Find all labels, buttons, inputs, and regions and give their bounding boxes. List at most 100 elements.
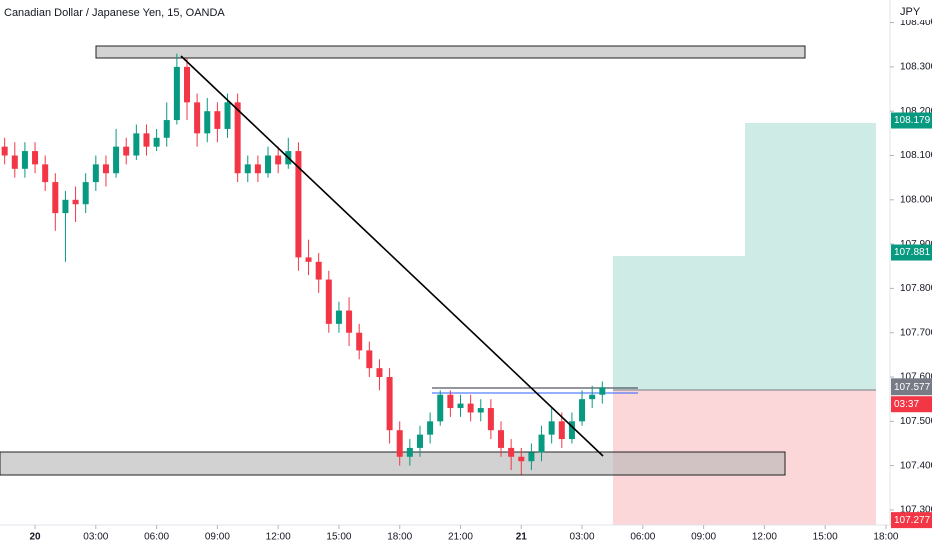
candle-body: [305, 257, 312, 262]
y-tick-label: 107.800: [900, 283, 932, 294]
y-tick-label: 108.100: [900, 150, 932, 161]
trend-line: [180, 55, 604, 457]
y-tick-label: 107.600: [900, 372, 932, 383]
candle-body: [204, 111, 211, 134]
candle-body: [265, 155, 272, 174]
candle-body: [356, 332, 363, 351]
candle-body: [477, 408, 484, 413]
candle-body: [224, 102, 231, 129]
candle-body: [487, 408, 494, 431]
support-zone: [0, 451, 786, 476]
y-tick-label: 107.500: [900, 416, 932, 427]
candle-body: [295, 151, 302, 258]
y-tick-label: 108.300: [900, 62, 932, 73]
candle-body: [173, 66, 180, 121]
candle-body: [234, 102, 241, 174]
y-tick-label: 107.300: [900, 505, 932, 516]
candle-body: [42, 164, 49, 183]
candle-body: [437, 394, 444, 422]
x-tick-label: 03:00: [83, 532, 108, 543]
candle-body: [386, 377, 393, 431]
price-label: 107.881: [894, 247, 931, 258]
candle-body: [406, 447, 413, 457]
x-tick-label: 18:00: [387, 532, 412, 543]
candle-body: [548, 421, 555, 435]
x-tick-label: 20: [29, 532, 41, 543]
x-tick-label: 06:00: [144, 532, 169, 543]
price-label-box: [891, 112, 932, 129]
candle-body: [275, 155, 282, 165]
candles: [1, 53, 606, 475]
chart-title: Canadian Dollar / Japanese Yen, 15, OAND…: [4, 7, 225, 19]
candle-body: [153, 137, 160, 147]
candle-body: [457, 403, 464, 409]
candle-body: [528, 452, 535, 462]
candle-body: [346, 310, 353, 333]
x-tick-label: 21:00: [448, 532, 473, 543]
x-tick-label: 03:00: [570, 532, 595, 543]
candle-body: [427, 421, 434, 435]
target-zone: [613, 256, 745, 390]
y-tick-label: 107.900: [900, 239, 932, 250]
candle-body: [396, 430, 403, 457]
price-label: 108.179: [894, 115, 931, 126]
candle-body: [366, 350, 373, 369]
candle-body: [143, 133, 150, 147]
x-tick-label: 15:00: [813, 532, 838, 543]
price-label-box: [891, 244, 932, 261]
unit-background: [891, 2, 931, 20]
candle-body: [498, 430, 505, 448]
candle-body: [32, 151, 39, 165]
candle-body: [194, 102, 201, 134]
y-tick-label: 107.400: [900, 460, 932, 471]
candle-body: [376, 368, 383, 378]
candle-body: [538, 434, 545, 453]
axes: 107.300 107.400 107.500 107.600 107.700 107.8…: [29, 17, 932, 543]
price-label-box: [891, 396, 932, 413]
candle-body: [558, 421, 565, 440]
resistance-zone: [95, 45, 806, 59]
candle-body: [72, 199, 79, 205]
candle-body: [518, 456, 525, 462]
candle-body: [315, 261, 322, 280]
price-label: 107.577: [894, 382, 931, 393]
candle-body: [21, 151, 28, 169]
candle-body: [11, 155, 18, 169]
candle-body: [62, 199, 69, 214]
candle-body: [123, 146, 130, 156]
candle-body: [467, 403, 474, 413]
candle-body: [335, 310, 342, 324]
x-tick-label: 12:00: [266, 532, 291, 543]
candle-body: [52, 182, 59, 214]
x-tick-label: 21: [516, 532, 528, 543]
candle-body: [508, 447, 515, 457]
candle-body: [1, 146, 8, 156]
x-tick-label: 09:00: [691, 532, 716, 543]
price-label-box: [891, 512, 932, 529]
x-tick-label: 09:00: [205, 532, 230, 543]
candle-body: [133, 133, 140, 156]
candle-body: [254, 164, 261, 174]
candle-body: [579, 399, 586, 422]
x-tick-label: 12:00: [752, 532, 777, 543]
candle-body: [102, 164, 109, 174]
candle-body: [92, 164, 99, 183]
candle-body: [599, 387, 606, 395]
price-label: 03:37: [894, 399, 919, 410]
candle-body: [447, 394, 454, 409]
y-tick-label: 108.400: [900, 17, 932, 28]
candle-body: [589, 394, 596, 400]
x-tick-label: 18:00: [873, 532, 898, 543]
price-label-box: [891, 379, 932, 396]
x-tick-label: 15:00: [326, 532, 351, 543]
candle-body: [214, 111, 221, 129]
candle-body: [163, 120, 170, 138]
candle-body: [325, 279, 332, 324]
candle-body: [82, 182, 89, 205]
x-tick-label: 06:00: [630, 532, 655, 543]
candle-body: [113, 146, 120, 174]
candle-body: [244, 164, 251, 174]
y-tick-label: 108.200: [900, 106, 932, 117]
y-unit: JPY: [900, 6, 921, 18]
